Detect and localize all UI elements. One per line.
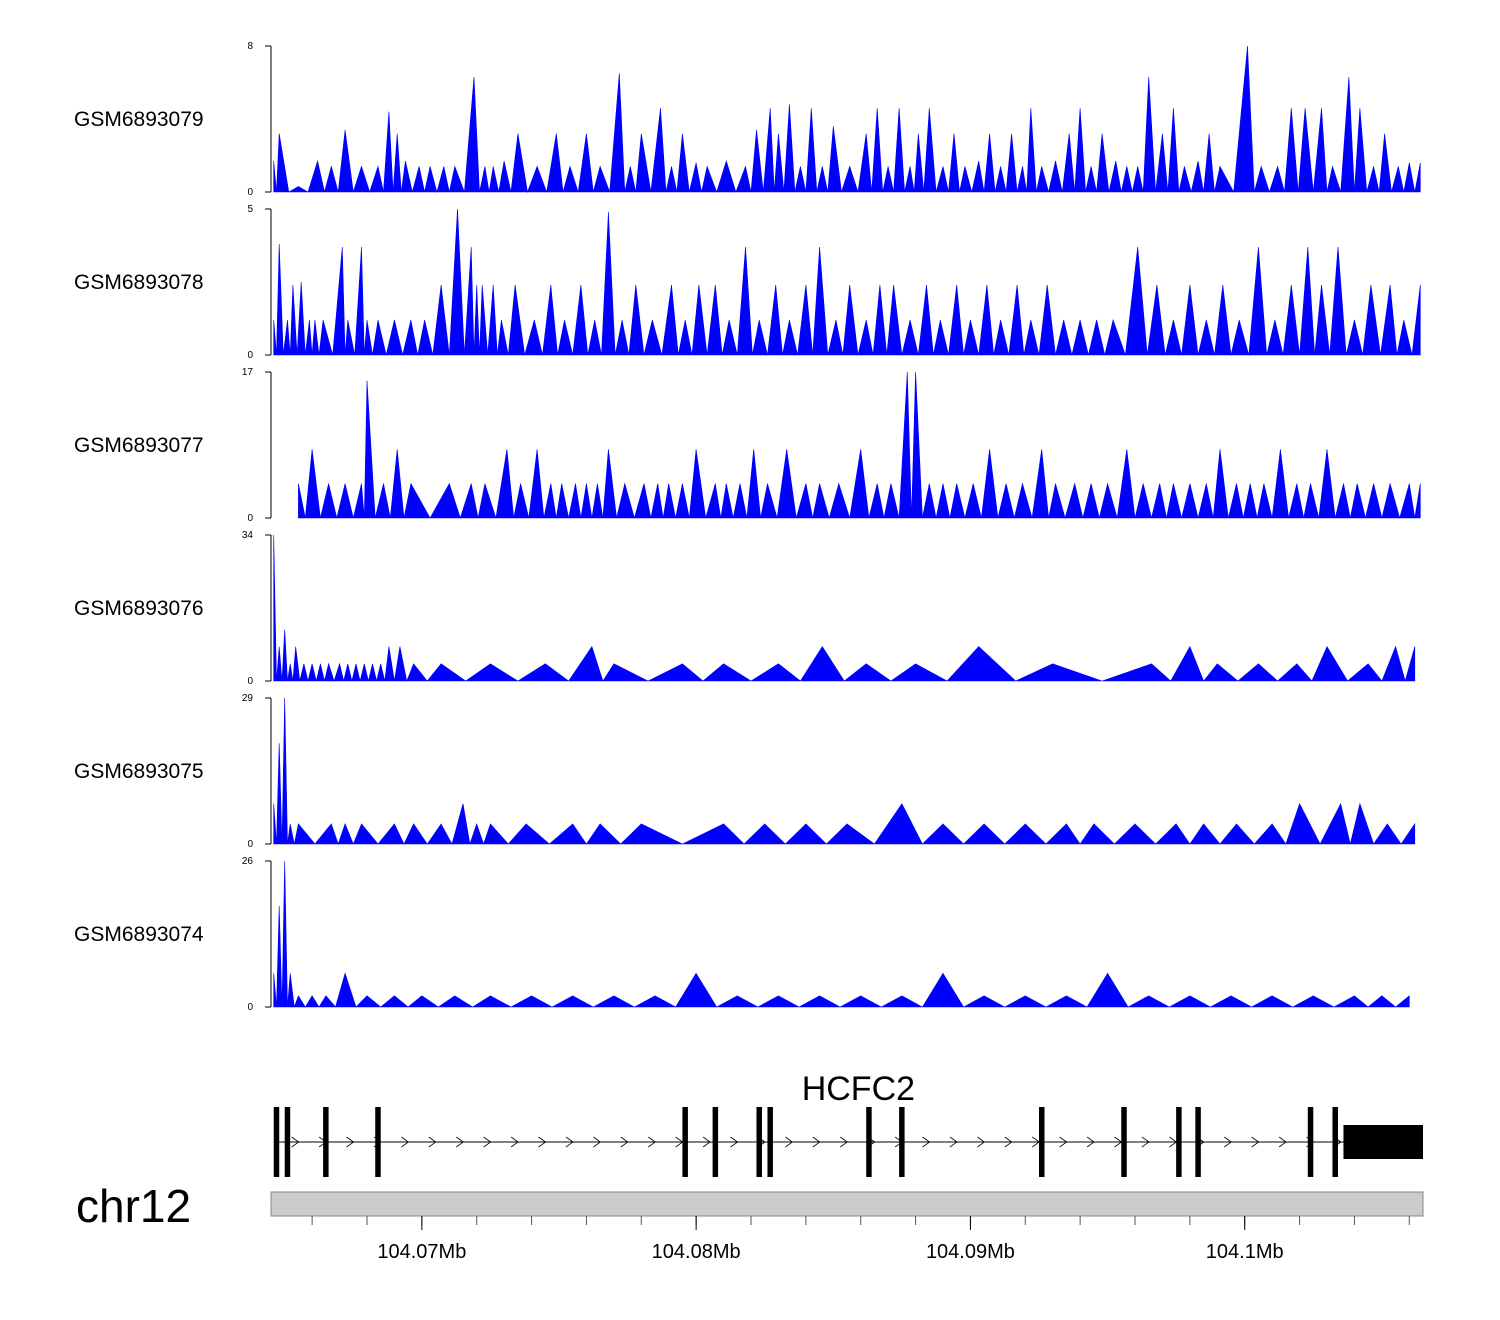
track-label: GSM6893076	[74, 597, 204, 620]
exon	[1176, 1107, 1182, 1177]
x-tick-label: 104.1Mb	[1206, 1241, 1284, 1263]
strand-arrow	[483, 1136, 492, 1148]
track-gsm6893074: GSM6893074 26 0	[74, 856, 1410, 1013]
x-tick-label: 104.09Mb	[926, 1241, 1015, 1263]
track-gsm6893075: GSM6893075 29 0	[74, 693, 1416, 850]
exon	[712, 1107, 719, 1177]
track-gsm6893078: GSM6893078 5 0	[74, 204, 1421, 361]
gene-annotation-track: HCFC2	[273, 1070, 1423, 1177]
strand-arrow	[401, 1136, 410, 1148]
y-tick-label-max: 17	[242, 367, 254, 378]
coverage-area	[298, 371, 1421, 520]
strand-arrow	[949, 1136, 958, 1148]
y-tick-label-zero: 0	[247, 1002, 253, 1013]
track-gsm6893079: GSM6893079 8 0	[74, 41, 1421, 198]
exon	[767, 1107, 773, 1177]
track-label: GSM6893077	[74, 434, 204, 457]
track-gsm6893076: GSM6893076 34 0	[74, 530, 1416, 687]
ideogram-bar	[270, 1191, 1424, 1217]
y-tick-label-max: 26	[242, 856, 254, 867]
strand-arrow	[1224, 1136, 1232, 1148]
exon	[284, 1107, 291, 1177]
exon	[1121, 1107, 1127, 1177]
exon	[1307, 1107, 1314, 1177]
exon	[1332, 1107, 1338, 1177]
strand-arrow	[840, 1136, 848, 1148]
exon	[899, 1107, 905, 1177]
y-tick-label-max: 29	[242, 693, 254, 704]
y-tick-label-zero: 0	[247, 350, 253, 361]
exon	[866, 1107, 872, 1177]
gene-name-label: HCFC2	[802, 1070, 915, 1108]
strand-arrow	[593, 1136, 602, 1148]
strand-arrow	[1141, 1136, 1150, 1148]
strand-arrow	[730, 1136, 739, 1148]
x-tick-label: 104.08Mb	[652, 1241, 741, 1263]
strand-arrow	[428, 1136, 437, 1148]
y-tick-label-max: 5	[247, 204, 253, 215]
track-label: GSM6893078	[74, 271, 204, 294]
coverage-area	[273, 208, 1421, 356]
exon	[375, 1107, 381, 1177]
coverage-area	[273, 534, 1416, 683]
exon	[1195, 1107, 1201, 1177]
strand-arrow	[346, 1136, 355, 1148]
strand-arrow	[291, 1136, 300, 1148]
strand-arrow	[702, 1136, 711, 1148]
exon	[1343, 1125, 1423, 1159]
strand-arrow	[565, 1136, 574, 1148]
track-label: GSM6893074	[74, 923, 204, 946]
x-tick-label: 104.07Mb	[377, 1241, 466, 1263]
strand-arrow	[456, 1136, 464, 1148]
strand-arrow	[620, 1136, 629, 1148]
y-tick-label-max: 34	[242, 530, 254, 541]
strand-arrow	[648, 1136, 656, 1148]
strand-arrow	[977, 1136, 986, 1148]
strand-arrow	[785, 1136, 794, 1148]
exon	[273, 1107, 280, 1177]
strand-arrow	[1059, 1136, 1068, 1148]
strand-arrow	[812, 1136, 821, 1148]
genome-axis-track: chr12 104.07Mb 104.08Mb 104.09Mb 104.1Mb	[76, 1180, 1424, 1263]
coverage-tracks: GSM689307980GSM689307850GSM6893077170GSM…	[74, 41, 1421, 1013]
y-tick-label-zero: 0	[247, 513, 253, 524]
strand-arrow	[538, 1136, 547, 1148]
y-tick-label-zero: 0	[247, 187, 253, 198]
exon	[323, 1107, 329, 1177]
y-tick-label-zero: 0	[247, 839, 253, 850]
track-label: GSM6893075	[74, 760, 204, 783]
strand-arrow	[1251, 1136, 1260, 1148]
strand-arrow	[510, 1136, 519, 1148]
exon	[1039, 1107, 1045, 1177]
y-tick-label-max: 8	[247, 41, 253, 52]
coverage-area	[273, 860, 1410, 1008]
exon	[682, 1107, 688, 1177]
coverage-area	[273, 697, 1416, 845]
exon	[756, 1107, 762, 1177]
chromosome-label: chr12	[76, 1180, 191, 1232]
y-tick-label-zero: 0	[247, 676, 253, 687]
strand-arrow	[1278, 1136, 1287, 1148]
strand-arrow	[1004, 1136, 1013, 1148]
strand-arrow	[1086, 1136, 1095, 1148]
coverage-area	[273, 45, 1421, 194]
track-label: GSM6893079	[74, 108, 204, 131]
track-gsm6893077: GSM6893077 17 0	[74, 367, 1421, 524]
strand-arrow	[922, 1136, 931, 1148]
